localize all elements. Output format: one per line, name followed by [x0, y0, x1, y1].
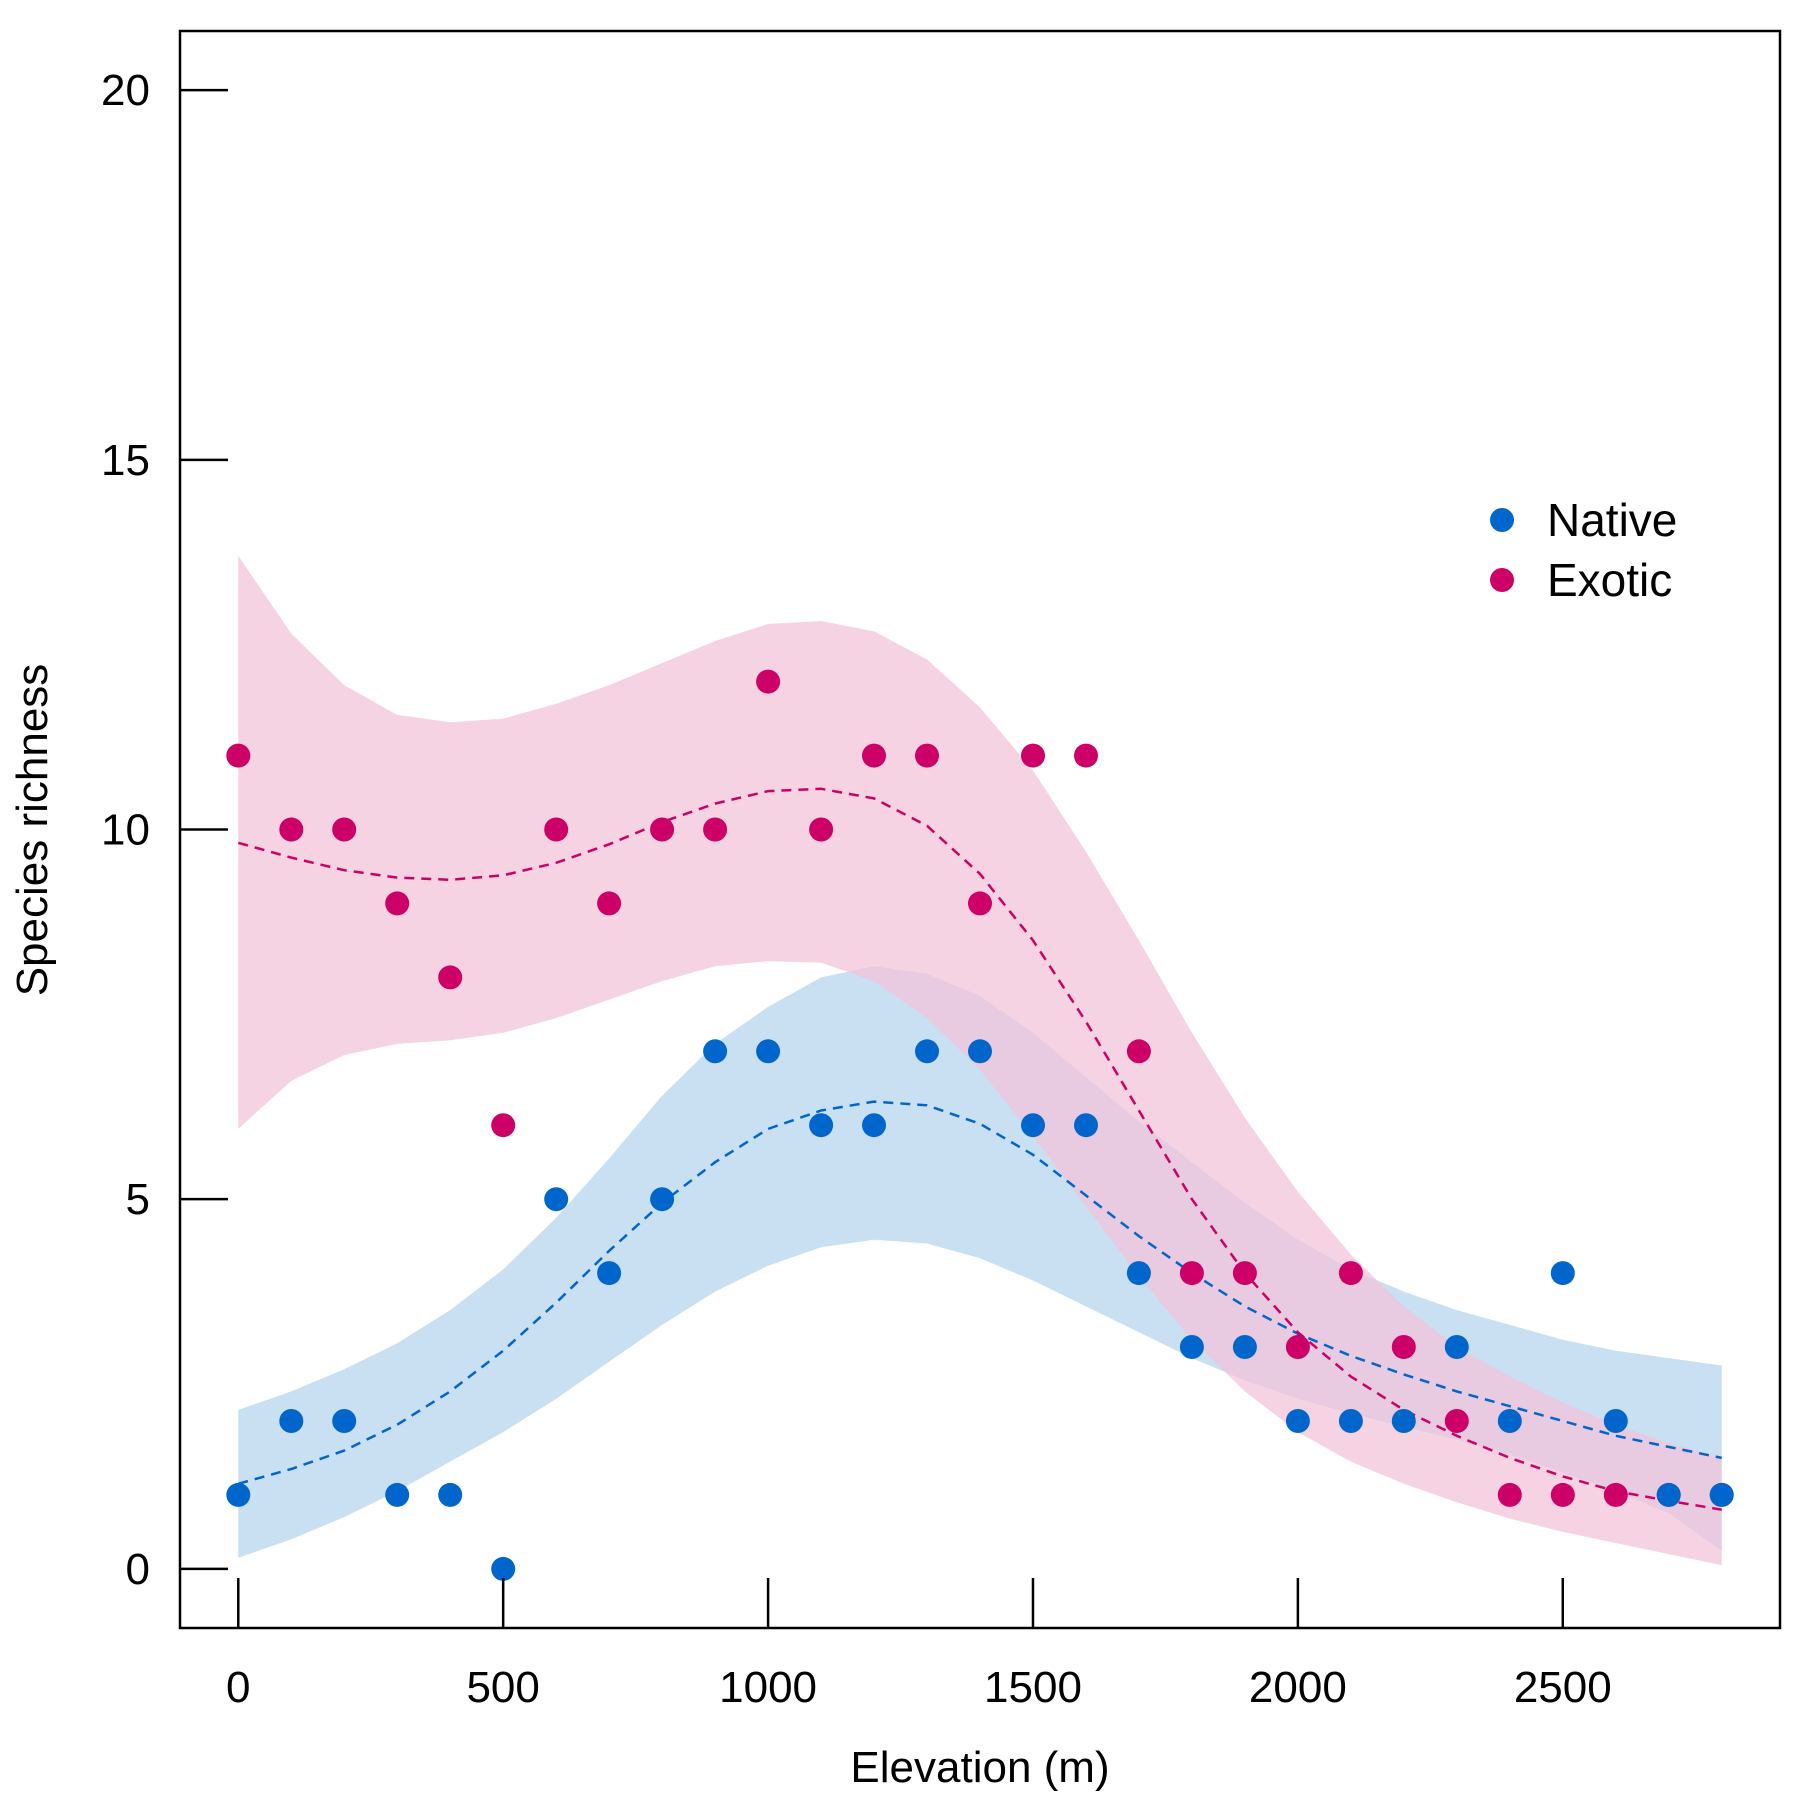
- y-tick-label: 15: [101, 436, 150, 485]
- native-point: [1232, 1335, 1257, 1359]
- native-point: [1074, 1113, 1098, 1138]
- exotic-point: [862, 743, 886, 768]
- exotic-point: [650, 817, 675, 842]
- exotic-legend-marker: [1490, 568, 1514, 592]
- native-legend-label: Native: [1547, 494, 1677, 546]
- exotic-point: [1126, 1039, 1151, 1064]
- x-tick-label: 2000: [1249, 1663, 1347, 1712]
- exotic-point: [968, 891, 992, 916]
- native-legend-marker: [1490, 508, 1514, 532]
- exotic-point: [1550, 1482, 1575, 1507]
- native-point: [385, 1482, 410, 1507]
- native-point: [1285, 1409, 1310, 1433]
- exotic-point: [385, 891, 410, 916]
- exotic-point: [597, 891, 622, 916]
- exotic-point: [1391, 1335, 1416, 1359]
- exotic-point: [1497, 1482, 1522, 1507]
- fitted-lines: [237, 787, 1722, 1511]
- exotic-point: [703, 817, 728, 842]
- exotic-point: [279, 817, 304, 842]
- x-tick-label: 1000: [719, 1663, 817, 1712]
- native-point: [1603, 1409, 1628, 1433]
- exotic-point: [1074, 743, 1098, 768]
- native-point: [1656, 1482, 1681, 1507]
- legend: Native Exotic: [1490, 494, 1677, 606]
- exotic-legend-label: Exotic: [1547, 554, 1672, 606]
- native-point: [1338, 1409, 1363, 1433]
- x-tick-label: 0: [226, 1663, 250, 1712]
- exotic-point: [332, 817, 357, 842]
- native-point: [703, 1039, 728, 1064]
- x-axis-title: Elevation (m): [850, 1743, 1109, 1792]
- exotic-fit-line: [237, 787, 1722, 1511]
- native-point: [809, 1113, 834, 1138]
- native-point: [1444, 1335, 1469, 1359]
- y-tick-label: 10: [101, 806, 150, 855]
- native-point: [756, 1039, 781, 1064]
- exotic-point: [1285, 1335, 1310, 1359]
- native-point: [332, 1409, 357, 1433]
- x-tick-label: 1500: [984, 1663, 1082, 1712]
- native-point: [597, 1261, 622, 1286]
- y-axis: 0 5 10 15 20: [101, 66, 228, 1594]
- native-point: [1126, 1261, 1151, 1286]
- exotic-point: [1232, 1261, 1257, 1286]
- data-points: [226, 669, 1734, 1581]
- exotic-point: [544, 817, 569, 842]
- y-tick-label: 5: [126, 1175, 150, 1224]
- x-axis: 0 500 1000 1500 2000 2500: [226, 1578, 1612, 1712]
- exotic-point: [915, 743, 939, 768]
- native-point: [1497, 1409, 1522, 1433]
- exotic-point: [1338, 1261, 1363, 1286]
- x-tick-label: 500: [466, 1663, 539, 1712]
- exotic-point: [1179, 1261, 1204, 1286]
- native-point: [1391, 1409, 1416, 1433]
- exotic-point: [438, 965, 463, 990]
- exotic-point: [1444, 1409, 1469, 1433]
- native-point: [438, 1482, 463, 1507]
- native-point: [1021, 1113, 1045, 1138]
- native-point: [968, 1039, 992, 1064]
- native-point: [1179, 1335, 1204, 1359]
- native-point: [650, 1187, 675, 1212]
- exotic-point: [1021, 743, 1045, 768]
- native-point: [544, 1187, 569, 1212]
- native-point: [1550, 1261, 1575, 1286]
- exotic-point: [226, 743, 251, 768]
- x-tick-label: 2500: [1514, 1663, 1612, 1712]
- y-axis-title: Species richness: [8, 664, 57, 997]
- native-fit-line: [237, 1100, 1722, 1486]
- native-point: [279, 1409, 304, 1433]
- native-point: [915, 1039, 939, 1064]
- native-point: [226, 1482, 251, 1507]
- exotic-point: [1603, 1482, 1628, 1507]
- native-point: [491, 1556, 516, 1581]
- y-tick-label: 0: [126, 1545, 150, 1594]
- native-point: [862, 1113, 886, 1138]
- exotic-point: [756, 669, 781, 694]
- exotic-point: [491, 1113, 516, 1138]
- native-point: [1709, 1482, 1734, 1507]
- exotic-point: [809, 817, 834, 842]
- y-tick-label: 20: [101, 66, 150, 115]
